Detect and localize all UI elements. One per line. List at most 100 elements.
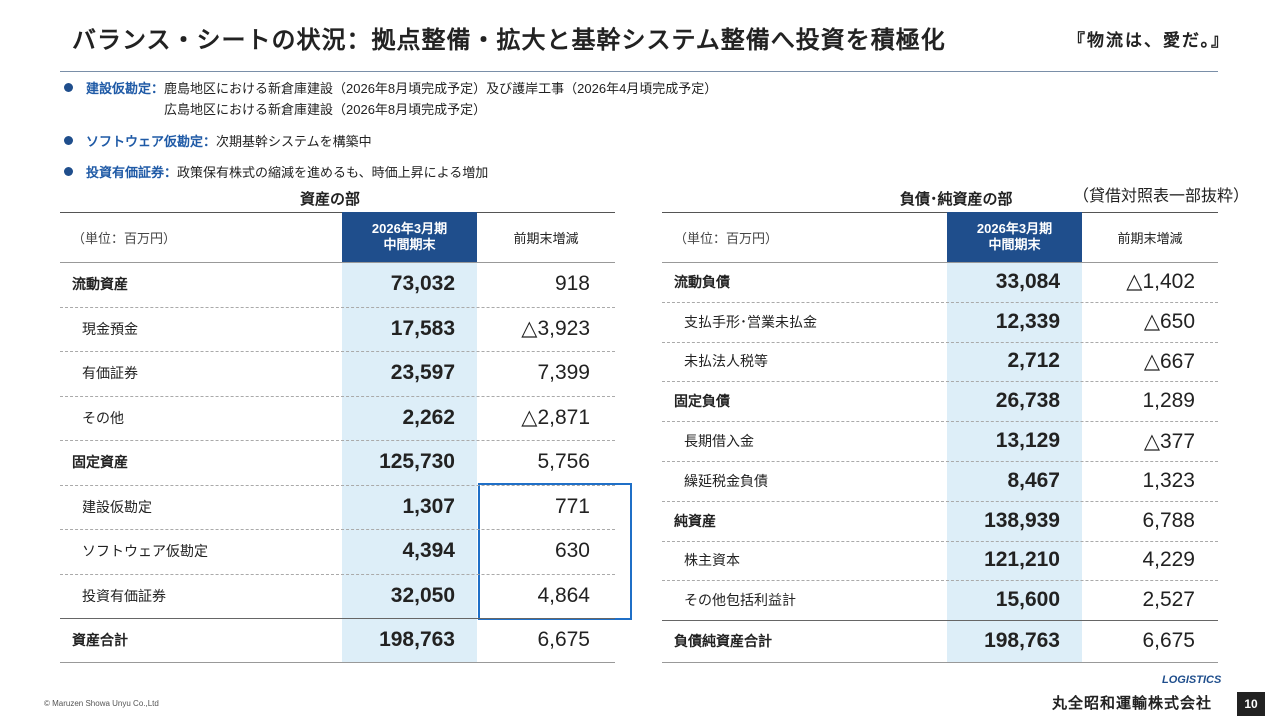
row-value: 17,583 bbox=[390, 316, 455, 340]
bullet-dot bbox=[64, 136, 73, 145]
unit-label: （単位：百万円） bbox=[674, 230, 779, 246]
row-label: 純資産 bbox=[674, 512, 716, 529]
row-value: 33,084 bbox=[995, 269, 1060, 293]
row-change: 2,527 bbox=[1142, 588, 1195, 612]
row-divider bbox=[662, 301, 1218, 303]
total-label: 負債純資産合計 bbox=[674, 633, 772, 650]
row-value: 125,730 bbox=[379, 450, 455, 474]
row-value: 26,738 bbox=[995, 389, 1060, 413]
period-line: 2026年3月期 bbox=[371, 221, 448, 236]
total-rule bbox=[60, 618, 615, 619]
bullet-label: 建設仮勘定： bbox=[86, 81, 165, 96]
row-divider bbox=[662, 341, 1218, 343]
bullet-text: 政策保有株式の縮減を進めるも、時価上昇による増加 bbox=[177, 165, 489, 180]
row-value: 13,129 bbox=[995, 429, 1060, 453]
section-title: 負債･純資産の部 bbox=[900, 191, 1013, 208]
row-value: 121,210 bbox=[984, 548, 1060, 572]
row-divider bbox=[662, 500, 1218, 502]
slide-title: バランス・シートの状況：拠点整備・拡大と基幹システム整備へ投資を積極化 bbox=[72, 27, 946, 54]
row-change: 6,788 bbox=[1142, 508, 1195, 532]
unit-label: （単位：百万円） bbox=[72, 230, 177, 246]
period-line: 中間期末 bbox=[988, 237, 1041, 252]
row-change: 4,864 bbox=[537, 583, 590, 607]
total-value: 198,763 bbox=[984, 629, 1060, 653]
row-divider bbox=[662, 461, 1218, 462]
row-value: 73,032 bbox=[390, 272, 455, 296]
row-label: 支払手形･営業未払金 bbox=[684, 313, 817, 330]
row-divider bbox=[60, 484, 615, 486]
row-value: 32,050 bbox=[390, 583, 455, 607]
period-line: 中間期末 bbox=[383, 237, 436, 252]
total-change: 6,675 bbox=[1142, 629, 1195, 653]
header-rule bbox=[662, 262, 1218, 263]
total-value: 198,763 bbox=[379, 628, 455, 651]
row-change: △3,923 bbox=[521, 317, 590, 341]
row-change: 4,229 bbox=[1142, 548, 1195, 572]
row-value: 12,339 bbox=[995, 309, 1060, 333]
note: （貸借対照表一部抜粋） bbox=[1073, 188, 1250, 205]
bullet-label: ソフトウェア仮勘定： bbox=[86, 134, 217, 149]
page-number: 10 bbox=[1237, 692, 1265, 716]
bullet-text: 広島地区における新倉庫建設（2026年8月頃完成予定） bbox=[164, 102, 487, 117]
company-name: 丸全昭和運輸株式会社 bbox=[1052, 695, 1213, 712]
bullet-dot bbox=[64, 167, 73, 176]
row-label: 有価証券 bbox=[82, 365, 138, 382]
row-change: △650 bbox=[1143, 310, 1195, 334]
period-header: 2026年3月期 中間期末 bbox=[342, 212, 477, 262]
row-divider bbox=[60, 440, 615, 441]
row-divider bbox=[662, 381, 1218, 383]
table-top-rule bbox=[662, 212, 1218, 213]
row-value: 2,262 bbox=[402, 405, 455, 429]
row-label: 流動負債 bbox=[674, 273, 730, 290]
row-label: ソフトウェア仮勘定 bbox=[82, 543, 208, 560]
row-label: 投資有価証券 bbox=[82, 587, 166, 604]
row-change: 918 bbox=[554, 272, 590, 296]
row-change: △2,871 bbox=[521, 406, 590, 430]
row-change: 771 bbox=[554, 494, 590, 518]
highlight-column bbox=[342, 262, 477, 662]
period-line: 2026年3月期 bbox=[976, 221, 1053, 236]
row-label: 固定負債 bbox=[674, 393, 730, 410]
row-change: △377 bbox=[1143, 429, 1195, 453]
row-change: 1,323 bbox=[1142, 468, 1195, 492]
section-title: 資産の部 bbox=[299, 191, 360, 208]
row-value: 2,712 bbox=[1007, 349, 1060, 373]
row-value: 138,939 bbox=[984, 508, 1060, 532]
row-label: 長期借入金 bbox=[684, 433, 754, 450]
row-label: その他 bbox=[82, 409, 124, 426]
row-change: 630 bbox=[554, 539, 590, 563]
bullet-label: 投資有価証券： bbox=[86, 165, 178, 180]
table-bottom-rule bbox=[662, 662, 1218, 664]
row-divider bbox=[60, 306, 615, 308]
row-label: 固定資産 bbox=[72, 454, 128, 471]
row-change: 7,399 bbox=[537, 361, 590, 385]
highlight-column bbox=[947, 262, 1082, 663]
row-value: 23,597 bbox=[390, 361, 455, 385]
row-divider bbox=[60, 351, 615, 352]
row-value: 1,307 bbox=[402, 494, 455, 518]
row-label: その他包括利益計 bbox=[684, 592, 796, 609]
row-label: 現金預金 bbox=[82, 320, 138, 337]
row-change: △667 bbox=[1143, 349, 1195, 373]
row-label: 株主資本 bbox=[684, 552, 740, 569]
row-divider bbox=[60, 573, 615, 575]
change-header: 前期末増減 bbox=[513, 230, 579, 246]
header-rule bbox=[60, 71, 1218, 72]
row-value: 15,600 bbox=[995, 588, 1060, 612]
row-divider bbox=[662, 421, 1218, 423]
header-rule bbox=[60, 262, 615, 263]
table-bottom-rule bbox=[60, 662, 615, 663]
total-change: 6,675 bbox=[537, 628, 590, 651]
highlight-box bbox=[478, 483, 632, 620]
row-label: 繰延税金負債 bbox=[684, 472, 768, 489]
logo: LOGISTICS bbox=[1162, 674, 1222, 686]
row-label: 建設仮勘定 bbox=[82, 498, 152, 515]
row-value: 8,467 bbox=[1007, 468, 1060, 492]
bullet-text: 鹿島地区における新倉庫建設（2026年8月頃完成予定）及び護岸工事（2026年4… bbox=[164, 81, 718, 96]
row-value: 4,394 bbox=[402, 539, 455, 563]
copyright: © Maruzen Showa Unyu Co.,Ltd bbox=[44, 699, 159, 708]
slogan: 『物流は、愛だ。』 bbox=[1068, 31, 1230, 50]
total-rule bbox=[662, 620, 1218, 622]
row-change: 1,289 bbox=[1142, 389, 1195, 413]
